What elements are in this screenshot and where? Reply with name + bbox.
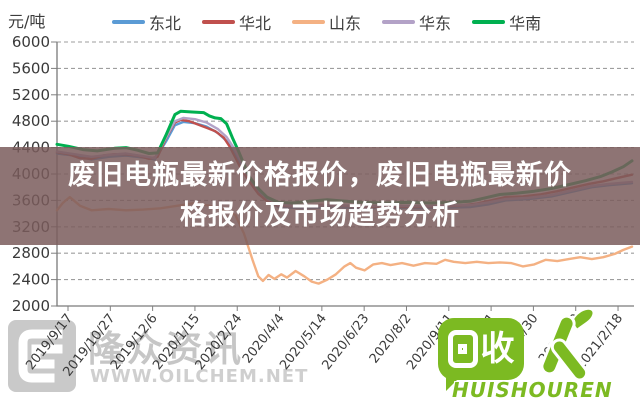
huishouren-watermark-text: HUISHOUREN <box>452 378 613 400</box>
legend-swatch <box>472 20 506 24</box>
huishouren-watermark: 收 HUISHOUREN <box>430 306 630 400</box>
axis-line <box>56 42 634 307</box>
legend-label: 华北 <box>239 14 272 33</box>
title-line-2: 格报价及市场趋势分析 <box>180 200 460 231</box>
shou-character: 收 <box>480 329 515 369</box>
huishouren-logo-icon: 收 <box>438 318 524 391</box>
hui-character-icon <box>447 330 478 368</box>
legend-label: 华南 <box>509 14 542 33</box>
y-axis-unit-label: 元/吨 <box>8 12 46 31</box>
y-axis-label: 5200 <box>12 86 50 104</box>
legend-label: 华东 <box>419 14 452 33</box>
legend-item-0: 东北 <box>112 10 181 34</box>
y-axis-label: 2000 <box>12 297 50 315</box>
legend-swatch <box>112 20 145 24</box>
title-banner: 废旧电瓶最新价格报价，废旧电瓶最新价 格报价及市场趋势分析 <box>0 147 640 245</box>
title-line-1: 废旧电瓶最新价格报价，废旧电瓶最新价 <box>68 160 572 191</box>
longzhong-watermark-text: 隆众资讯 <box>88 329 245 370</box>
y-axis-label: 2800 <box>12 244 50 262</box>
person-icon <box>526 306 596 384</box>
legend-item-1: 华北 <box>202 10 271 34</box>
legend-item-4: 华南 <box>472 10 541 34</box>
longzhong-watermark-url: WWW.OILCHEM.NET <box>90 366 309 387</box>
y-axis-label: 2400 <box>12 271 50 289</box>
chart-legend: 东北 华北 山东 华东 华南 <box>112 10 562 34</box>
longzhong-logo-icon <box>8 320 76 392</box>
leaf-icon <box>570 306 596 329</box>
legend-item-2: 山东 <box>292 10 361 34</box>
legend-item-3: 华东 <box>382 10 451 34</box>
legend-label: 东北 <box>149 14 182 33</box>
y-axis-label: 6000 <box>12 33 50 51</box>
legend-swatch <box>382 20 416 24</box>
y-axis-label: 4800 <box>12 112 50 130</box>
legend-swatch <box>292 20 326 24</box>
legend-swatch <box>202 20 236 24</box>
y-axis-label: 5600 <box>12 59 50 77</box>
legend-label: 山东 <box>329 14 362 33</box>
